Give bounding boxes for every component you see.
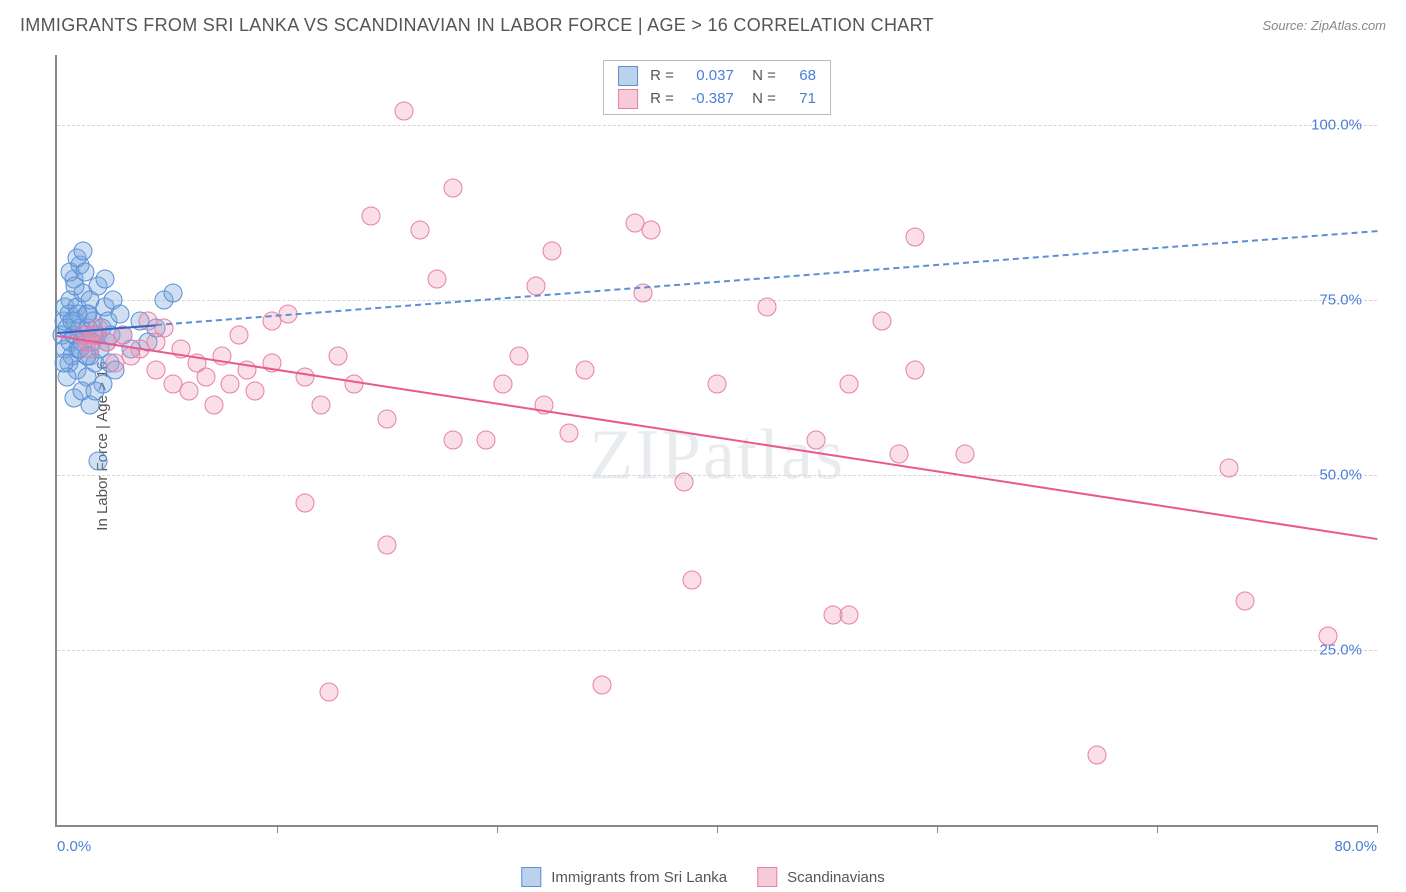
scatter-point xyxy=(204,396,223,415)
scatter-point xyxy=(889,445,908,464)
correlation-stats-box: R = 0.037 N = 68 R = -0.387 N = 71 xyxy=(603,60,831,115)
scatter-point xyxy=(163,284,182,303)
scatter-point xyxy=(543,242,562,261)
scatter-point xyxy=(411,221,430,240)
source-label: Source: ZipAtlas.com xyxy=(1262,18,1386,33)
scatter-point xyxy=(840,606,859,625)
y-tick-label: 75.0% xyxy=(1319,292,1362,309)
stats-n-label: N = xyxy=(744,88,776,111)
scatter-point xyxy=(807,431,826,450)
scatter-point xyxy=(320,683,339,702)
stats-r-value: 0.037 xyxy=(684,65,734,88)
scatter-point xyxy=(444,431,463,450)
x-tick-mark xyxy=(937,825,938,833)
scatter-point xyxy=(74,242,93,261)
x-tick-mark xyxy=(497,825,498,833)
scatter-point xyxy=(246,382,265,401)
scatter-point xyxy=(510,347,529,366)
scatter-point xyxy=(361,207,380,226)
scatter-point xyxy=(394,102,413,121)
scatter-point xyxy=(95,270,114,289)
scatter-point xyxy=(675,473,694,492)
stats-r-label: R = xyxy=(650,88,674,111)
scatter-point xyxy=(757,298,776,317)
scatter-point xyxy=(147,361,166,380)
y-tick-label: 50.0% xyxy=(1319,467,1362,484)
scatter-point xyxy=(493,375,512,394)
scatter-point xyxy=(576,361,595,380)
stats-r-value: -0.387 xyxy=(684,88,734,111)
scatter-point xyxy=(873,312,892,331)
x-tick-mark xyxy=(277,825,278,833)
scatter-point xyxy=(76,263,95,282)
scatter-point xyxy=(477,431,496,450)
stats-row: R = -0.387 N = 71 xyxy=(618,88,816,111)
gridline-horizontal xyxy=(57,300,1377,301)
stats-r-label: R = xyxy=(650,65,674,88)
plot-area: ZIPatlas 25.0%50.0%75.0%100.0%0.0%80.0%R… xyxy=(55,55,1377,827)
scatter-point xyxy=(708,375,727,394)
scatter-point xyxy=(378,410,397,429)
bottom-legend: Immigrants from Sri Lanka Scandinavians xyxy=(521,867,884,887)
scatter-point xyxy=(345,375,364,394)
x-tick-label: 0.0% xyxy=(57,838,91,855)
trend-line xyxy=(57,335,1377,540)
scatter-point xyxy=(1087,746,1106,765)
y-tick-label: 100.0% xyxy=(1311,117,1362,134)
scatter-point xyxy=(526,277,545,296)
scatter-point xyxy=(85,382,104,401)
scatter-point xyxy=(295,494,314,513)
stats-swatch xyxy=(618,66,638,86)
scatter-point xyxy=(328,347,347,366)
scatter-point xyxy=(229,326,248,345)
scatter-point xyxy=(683,571,702,590)
legend-item-scandinavians: Scandinavians xyxy=(757,867,885,887)
scatter-point xyxy=(196,368,215,387)
stats-n-value: 71 xyxy=(786,88,816,111)
scatter-point xyxy=(221,375,240,394)
scatter-point xyxy=(105,354,124,373)
scatter-point xyxy=(559,424,578,443)
legend-label: Scandinavians xyxy=(787,869,885,886)
scatter-point xyxy=(955,445,974,464)
scatter-point xyxy=(840,375,859,394)
x-tick-label: 80.0% xyxy=(1334,838,1377,855)
gridline-horizontal xyxy=(57,125,1377,126)
watermark: ZIPatlas xyxy=(589,414,845,497)
scatter-point xyxy=(592,676,611,695)
legend-item-sri-lanka: Immigrants from Sri Lanka xyxy=(521,867,727,887)
title-bar: IMMIGRANTS FROM SRI LANKA VS SCANDINAVIA… xyxy=(20,15,1386,36)
scatter-point xyxy=(69,305,88,324)
x-tick-mark xyxy=(1157,825,1158,833)
legend-swatch-blue xyxy=(521,867,541,887)
scatter-point xyxy=(1219,459,1238,478)
chart-title: IMMIGRANTS FROM SRI LANKA VS SCANDINAVIA… xyxy=(20,15,934,36)
stats-swatch xyxy=(618,89,638,109)
scatter-point xyxy=(180,382,199,401)
gridline-horizontal xyxy=(57,650,1377,651)
scatter-point xyxy=(642,221,661,240)
stats-n-value: 68 xyxy=(786,65,816,88)
stats-n-label: N = xyxy=(744,65,776,88)
stats-row: R = 0.037 N = 68 xyxy=(618,65,816,88)
scatter-point xyxy=(427,270,446,289)
scatter-point xyxy=(906,361,925,380)
scatter-point xyxy=(110,305,129,324)
scatter-point xyxy=(1318,627,1337,646)
scatter-point xyxy=(906,228,925,247)
scatter-point xyxy=(378,536,397,555)
scatter-point xyxy=(295,368,314,387)
gridline-horizontal xyxy=(57,475,1377,476)
legend-swatch-pink xyxy=(757,867,777,887)
scatter-point xyxy=(54,354,73,373)
legend-label: Immigrants from Sri Lanka xyxy=(551,869,727,886)
x-tick-mark xyxy=(1377,825,1378,833)
scatter-point xyxy=(1236,592,1255,611)
scatter-point xyxy=(312,396,331,415)
scatter-point xyxy=(89,452,108,471)
x-tick-mark xyxy=(717,825,718,833)
scatter-point xyxy=(444,179,463,198)
